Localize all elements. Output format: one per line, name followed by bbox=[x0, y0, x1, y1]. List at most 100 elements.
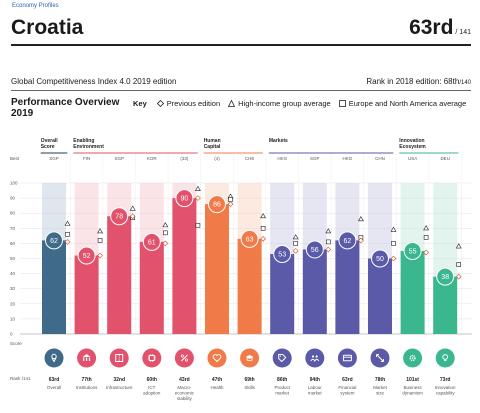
score-value-label: 62 bbox=[50, 238, 58, 245]
square-icon bbox=[338, 100, 346, 107]
europe-marker bbox=[97, 238, 103, 243]
economy-profiles-link[interactable]: Economy Profiles bbox=[12, 3, 59, 9]
pillar-name-label: Health bbox=[210, 385, 224, 390]
pillar-name-label: Macro- bbox=[177, 385, 192, 390]
pillar-name-label: Business bbox=[403, 385, 422, 390]
best-label: Best bbox=[10, 156, 20, 161]
score-bar bbox=[433, 276, 458, 334]
previous-edition-marker bbox=[358, 237, 364, 244]
score-value-label: 78 bbox=[115, 214, 123, 221]
y-tick-label: 60 bbox=[10, 241, 16, 246]
legend-previous-edition: Previous edition bbox=[156, 99, 221, 108]
previous-edition-marker bbox=[162, 240, 169, 247]
group-title: Markets bbox=[269, 138, 288, 144]
previous-edition-marker bbox=[325, 246, 332, 253]
bar-column: SGP 62 63rd Overall bbox=[42, 154, 71, 390]
pillar-name-label: adoption bbox=[143, 391, 161, 396]
best-economy-label: KOR bbox=[147, 156, 158, 161]
best-economy-label: HKG bbox=[277, 156, 287, 161]
country-name: Croatia bbox=[11, 16, 84, 39]
score-bar bbox=[335, 240, 360, 334]
best-economy-label: FIN bbox=[83, 156, 90, 161]
group-title: Human bbox=[204, 138, 221, 144]
y-tick-label: 90 bbox=[10, 196, 16, 201]
score-circle bbox=[371, 249, 389, 268]
y-tick-label: 0 bbox=[10, 332, 13, 337]
pillar-icon-circle bbox=[305, 348, 325, 368]
product-market-tag-icon bbox=[278, 354, 287, 363]
score-value-label: 56 bbox=[311, 247, 319, 254]
legend-europe: Europe and North America average bbox=[338, 99, 466, 108]
score-bar bbox=[237, 238, 262, 334]
score-circle bbox=[142, 232, 161, 251]
bar-column: (4) 86 47th Health bbox=[205, 154, 234, 390]
europe-marker bbox=[456, 262, 462, 267]
y-tick-label: 20 bbox=[10, 301, 16, 306]
previous-edition-marker bbox=[129, 213, 136, 220]
score-circle bbox=[175, 189, 194, 208]
ict-chip-icon bbox=[147, 354, 156, 362]
group-title: Enabling bbox=[73, 138, 94, 144]
previous-edition-marker bbox=[423, 249, 429, 256]
europe-marker bbox=[228, 197, 233, 202]
europe-marker bbox=[163, 230, 168, 236]
pillar-rank-label: 60th bbox=[147, 377, 157, 383]
business-dynamism-gear-icon bbox=[409, 354, 416, 362]
financial-card-icon bbox=[342, 354, 352, 362]
pillar-name-label: dynamism bbox=[402, 391, 423, 396]
pillar-name-label: size bbox=[376, 391, 384, 396]
high-income-marker bbox=[325, 228, 332, 234]
skills-mortarboard-icon bbox=[245, 355, 254, 362]
previous-edition-marker bbox=[455, 273, 462, 280]
high-income-marker bbox=[455, 243, 462, 249]
pillar-rank-label: 47th bbox=[212, 377, 222, 383]
performance-overview-title: Performance Overview 2019 bbox=[11, 97, 131, 119]
pillar-name-label: Financial bbox=[338, 385, 356, 390]
group-title: Ecosystem bbox=[399, 144, 426, 150]
y-tick-label: 80 bbox=[10, 211, 16, 216]
score-circle bbox=[208, 195, 226, 214]
europe-marker bbox=[260, 226, 266, 231]
location-pin-icon bbox=[51, 353, 57, 363]
market-size-arrows-icon bbox=[376, 354, 384, 362]
overall-rank: 63rd/ 141 bbox=[409, 16, 471, 40]
high-income-marker bbox=[390, 226, 397, 232]
score-value-label: 53 bbox=[278, 251, 286, 258]
high-income-marker bbox=[162, 222, 169, 228]
score-circle bbox=[305, 240, 324, 259]
score-value-label: 55 bbox=[409, 248, 417, 255]
best-economy-label: (4) bbox=[214, 156, 220, 161]
section-divider bbox=[11, 90, 471, 91]
best-economy-label: (33) bbox=[180, 156, 189, 161]
score-circle bbox=[110, 207, 129, 226]
pillar-icon-circle bbox=[337, 348, 357, 368]
best-economy-label: USA bbox=[408, 156, 417, 161]
high-income-marker bbox=[194, 185, 201, 191]
score-circle bbox=[403, 241, 422, 260]
previous-edition-marker bbox=[260, 236, 266, 242]
score-circle bbox=[273, 244, 292, 263]
pillar-name-label: Skills bbox=[244, 385, 255, 390]
score-value-label: 62 bbox=[344, 238, 352, 245]
score-value-label: 90 bbox=[181, 196, 189, 203]
high-income-marker bbox=[97, 228, 104, 234]
performance-overview-title-line2: 2019 bbox=[11, 108, 34, 119]
innovation-bulb-icon bbox=[442, 354, 449, 362]
europe-marker bbox=[195, 222, 201, 228]
group-title: Score bbox=[41, 144, 55, 150]
pillar-name-label: economic bbox=[175, 391, 195, 396]
best-economy-label: SGP bbox=[49, 156, 59, 161]
legend-previous-label: Previous edition bbox=[166, 99, 221, 108]
institution-building-icon bbox=[82, 354, 91, 361]
pillar-name-label: Institutions bbox=[76, 385, 98, 390]
high-income-marker bbox=[292, 234, 299, 240]
score-circle bbox=[240, 229, 259, 248]
score-value-label: 61 bbox=[148, 239, 156, 246]
pillar-icon-circle bbox=[272, 348, 292, 368]
bar-column: CHE 63 69th Skills bbox=[237, 154, 267, 390]
legend-high-income-label: High-income group average bbox=[238, 99, 331, 108]
pillar-rank-label: 101st bbox=[406, 377, 419, 383]
